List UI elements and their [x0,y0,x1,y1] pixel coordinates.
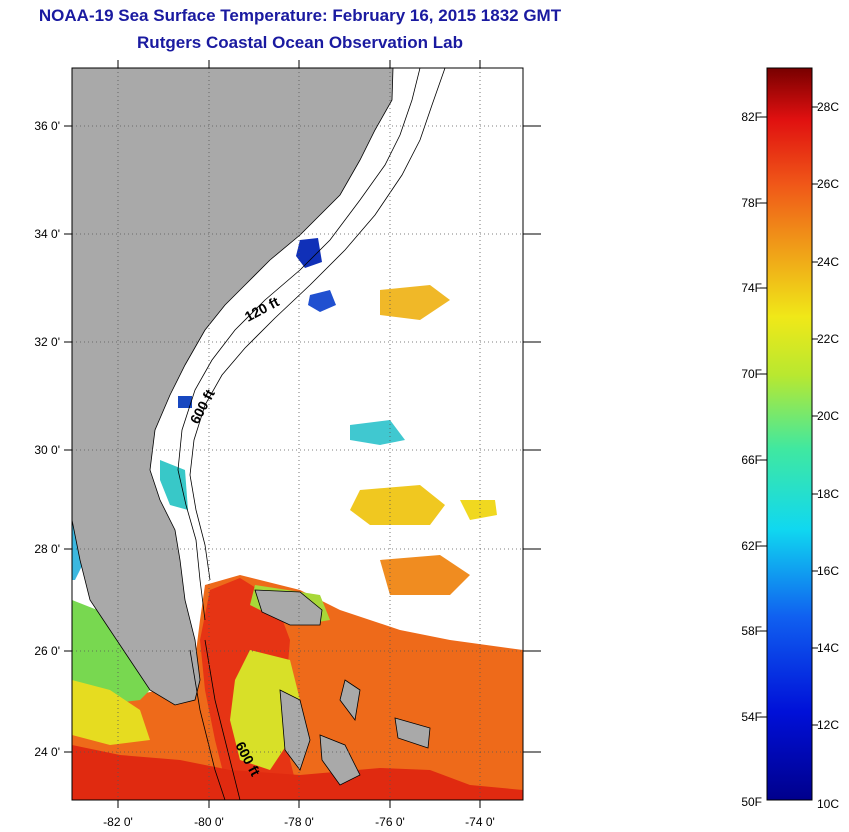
colorbar-c-label: 24C [817,255,839,269]
latitude-labels: 36 0' 34 0' 32 0' 30 0' 28 0' 26 0' 24 0… [34,119,60,759]
lat-label: 26 0' [34,644,60,658]
colorbar-ticks [760,106,818,726]
colorbar-f-label: 66F [741,453,762,467]
colorbar-f-label: 70F [741,367,762,381]
colorbar-f-label: 62F [741,539,762,553]
colorbar-f-label: 74F [741,281,762,295]
lon-label: -82 0' [103,815,133,829]
colorbar [766,67,813,801]
colorbar-f-label: 78F [741,196,762,210]
lon-label: -80 0' [194,815,224,829]
colorbar-c-label: 12C [817,718,839,732]
colorbar-f-label: 50F [741,795,762,809]
colorbar-f-label: 58F [741,624,762,638]
lon-label: -78 0' [284,815,314,829]
lon-label: -76 0' [375,815,405,829]
lat-label: 34 0' [34,227,60,241]
colorbar-f-label: 82F [741,110,762,124]
colorbar-c-label: 26C [817,177,839,191]
lat-label: 36 0' [34,119,60,133]
colorbar-f-label: 54F [741,710,762,724]
colorbar-c-label: 20C [817,409,839,423]
land [72,68,431,786]
lat-label: 24 0' [34,745,60,759]
map-subtitle: Rutgers Coastal Ocean Observation Lab [137,33,463,52]
colorbar-celsius-labels: 28C 26C 24C 22C 20C 18C 16C 14C 12C 10C [817,100,839,811]
lon-label: -74 0' [465,815,495,829]
colorbar-c-label: 10C [817,797,839,811]
colorbar-c-label: 14C [817,641,839,655]
colorbar-c-label: 16C [817,564,839,578]
lat-label: 30 0' [34,443,60,457]
lat-label: 32 0' [34,335,60,349]
lat-label: 28 0' [34,542,60,556]
colorbar-c-label: 18C [817,487,839,501]
longitude-labels: -82 0' -80 0' -78 0' -76 0' -74 0' [103,815,495,829]
colorbar-fahrenheit-labels: 82F 78F 74F 70F 66F 62F 58F 54F 50F [741,110,762,809]
map-title: NOAA-19 Sea Surface Temperature: Februar… [38,6,562,25]
axis-ticks [64,60,541,808]
colorbar-c-label: 22C [817,332,839,346]
depth-contours [177,68,446,800]
colorbar-c-label: 28C [817,100,839,114]
